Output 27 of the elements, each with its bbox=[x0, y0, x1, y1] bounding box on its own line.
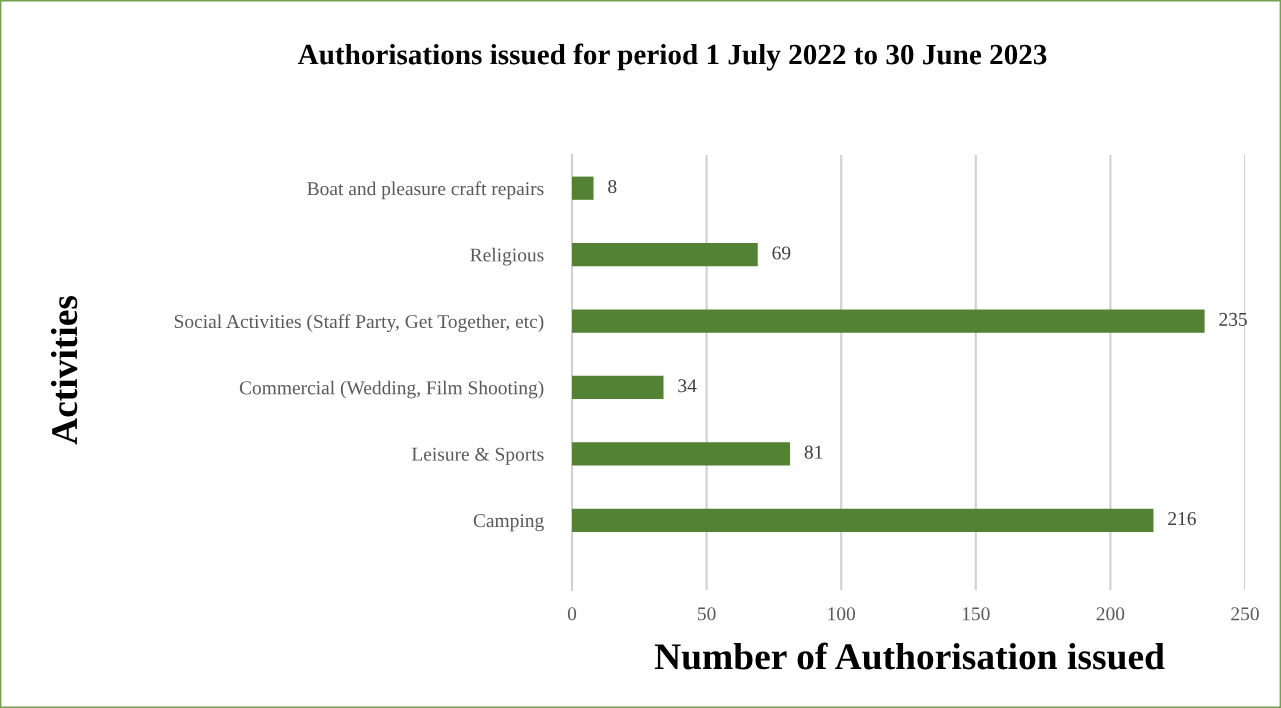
bar bbox=[572, 243, 758, 267]
chart-title: Authorisations issued for period 1 July 2022 to 30 June 2023 bbox=[297, 43, 1047, 71]
bar bbox=[572, 375, 664, 400]
data-label: 8 bbox=[608, 179, 617, 194]
data-label: 216 bbox=[1168, 512, 1196, 526]
y-tick-label: Boat and pleasure craft repairs bbox=[307, 181, 544, 200]
bar bbox=[572, 442, 791, 466]
x-axis-title: Number of Authorisation issued bbox=[654, 642, 1165, 670]
bar bbox=[572, 508, 1154, 532]
data-label: 69 bbox=[772, 246, 791, 260]
y-tick-label: Religious bbox=[470, 247, 544, 266]
x-tick-label: 250 bbox=[1231, 607, 1259, 621]
y-tick-label: Leisure & Sports bbox=[411, 447, 544, 465]
y-tick-label: Commercial (Wedding, Film Shooting) bbox=[239, 380, 544, 399]
x-tick-label: 150 bbox=[962, 607, 990, 621]
x-tick-label: 200 bbox=[1096, 607, 1125, 621]
x-tick-label: 0 bbox=[567, 607, 577, 621]
x-tick-label: 50 bbox=[698, 607, 716, 621]
x-tick-label: 100 bbox=[828, 607, 856, 621]
y-tick-label: Camping bbox=[473, 514, 544, 532]
bar bbox=[572, 309, 1205, 333]
y-axis-title: Activities bbox=[50, 295, 78, 445]
bar bbox=[572, 176, 594, 200]
data-label: 235 bbox=[1219, 312, 1247, 326]
data-label: 34 bbox=[678, 379, 697, 393]
data-label: 81 bbox=[804, 445, 823, 459]
y-tick-label: Social Activities (Staff Party, Get Together, etc) bbox=[174, 314, 544, 333]
